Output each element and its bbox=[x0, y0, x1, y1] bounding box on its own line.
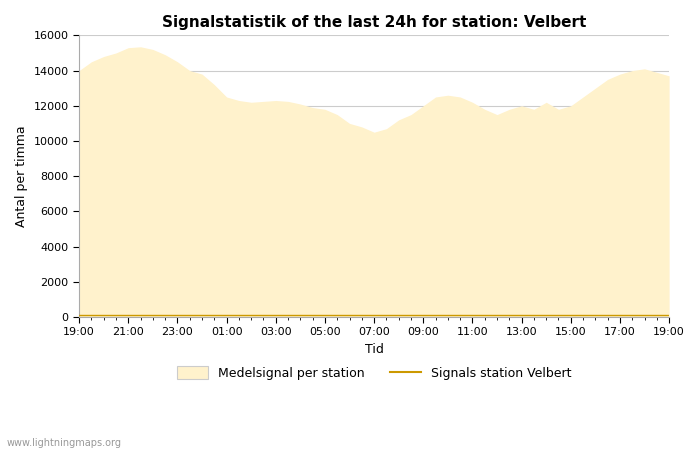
Y-axis label: Antal per timma: Antal per timma bbox=[15, 126, 28, 227]
X-axis label: Tid: Tid bbox=[365, 343, 384, 356]
Legend: Medelsignal per station, Signals station Velbert: Medelsignal per station, Signals station… bbox=[171, 360, 578, 386]
Title: Signalstatistik of the last 24h for station: Velbert: Signalstatistik of the last 24h for stat… bbox=[162, 15, 587, 30]
Text: www.lightningmaps.org: www.lightningmaps.org bbox=[7, 438, 122, 448]
